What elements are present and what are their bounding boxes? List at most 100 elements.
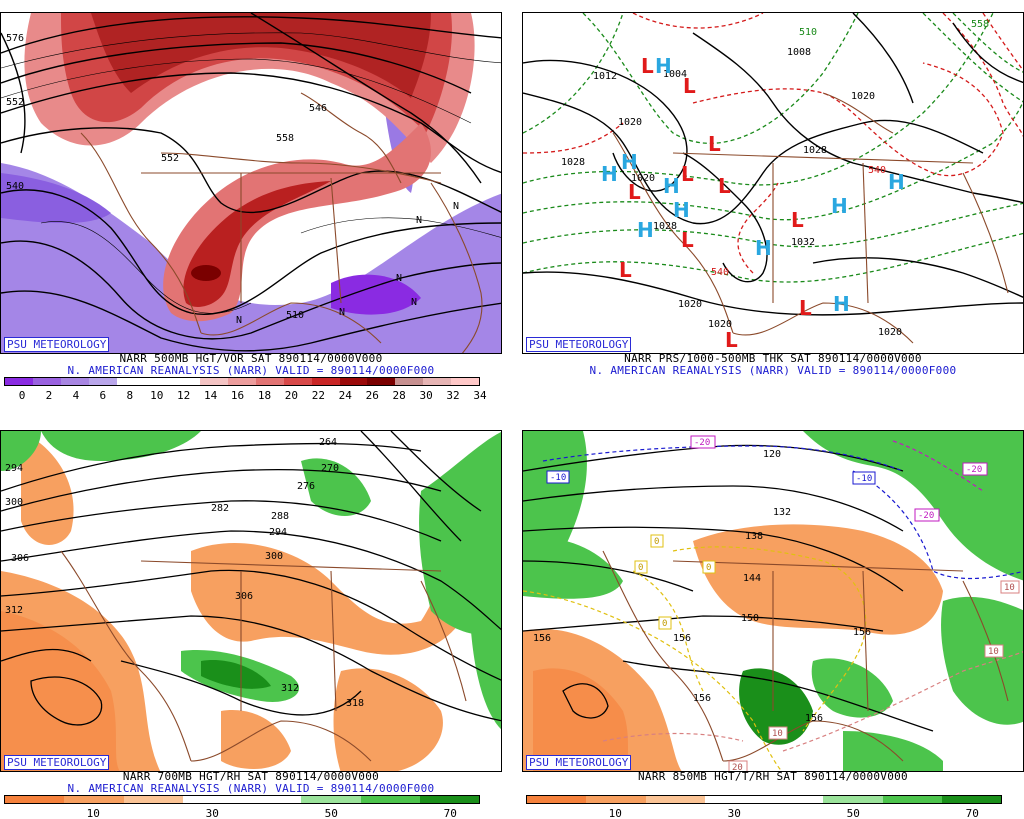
colorbar-swatch: [5, 378, 33, 385]
map-850mb: 120 132 138 144 150 156 156 156 156 156 …: [522, 430, 1024, 772]
colorbar-tick-label: 6: [99, 389, 107, 400]
height-label: 156: [853, 627, 871, 638]
contour-label: 558: [276, 133, 294, 144]
height-label: 282: [211, 503, 229, 514]
height-label: 306: [11, 553, 29, 564]
thickness-label: 510: [799, 27, 817, 38]
colorbar-swatch: [200, 378, 228, 385]
isobar-label: 1004: [663, 69, 687, 80]
colorbar-tick-label: 50: [324, 807, 338, 818]
isobar-label: 1020: [851, 91, 875, 102]
vorticity-min-marker: N: [396, 273, 402, 284]
high-pressure-marker: H: [755, 236, 772, 260]
rh-colorbar-labels: 1030507090: [4, 807, 480, 818]
colorbar-tick-label: 22: [311, 389, 325, 400]
colorbar-swatch: [116, 378, 145, 385]
psu-meteorology-logo: PSU METEOROLOGY: [4, 337, 110, 352]
temperature-label: -20: [966, 465, 982, 475]
contour-label: 510: [286, 310, 304, 321]
colorbar-tick-label: 70: [965, 807, 979, 818]
low-pressure-marker: L: [791, 208, 804, 232]
height-label: 270: [321, 463, 339, 474]
map-500mb-graphic: 576 546 552 558 540 510 552 N N N N N N: [1, 13, 501, 353]
high-pressure-marker: H: [601, 162, 618, 186]
panel-title: NARR PRS/1000-500MB THK SAT 890114/0000V…: [624, 352, 922, 365]
colorbar-tick-label: 18: [257, 389, 272, 400]
low-pressure-marker: L: [681, 228, 694, 252]
colorbar-tick-label: 10: [150, 389, 164, 400]
colorbar-swatch: [123, 796, 183, 803]
panel-title: NARR 700MB HGT/RH SAT 890114/0000V000: [122, 770, 380, 783]
height-label: 264: [319, 437, 337, 448]
temperature-label: 10: [772, 729, 783, 739]
vorticity-min-marker: N: [236, 315, 242, 326]
colorbar-tick-label: 28: [392, 389, 406, 400]
colorbar-tick-label: 0: [18, 389, 26, 400]
height-label: 132: [773, 507, 791, 518]
colorbar-tick-label: 10: [608, 807, 622, 818]
height-label: 312: [5, 605, 23, 616]
height-label: 312: [281, 683, 299, 694]
low-pressure-marker: L: [683, 74, 696, 98]
colorbar-tick-label: 14: [203, 389, 218, 400]
colorbar-tick-label: 24: [338, 389, 352, 400]
height-label: 156: [693, 693, 711, 704]
colorbar-tick-label: 26: [365, 389, 379, 400]
low-pressure-marker: L: [718, 174, 731, 198]
low-pressure-marker: L: [681, 162, 694, 186]
vorticity-min-marker: N: [416, 215, 422, 226]
low-pressure-marker: L: [725, 328, 738, 352]
colorbar-tick-label: 16: [230, 389, 245, 400]
colorbar-tick-label: 8: [126, 389, 134, 400]
panel-subtitle: N. AMERICAN REANALYSIS (NARR) VALID = 89…: [589, 364, 957, 377]
psu-meteorology-logo: PSU METEOROLOGY: [526, 337, 632, 352]
height-label: 156: [805, 713, 823, 724]
vorticity-colorbar: [4, 377, 480, 386]
height-label: 300: [265, 551, 283, 562]
height-label: 138: [745, 531, 763, 542]
temperature-label: 20: [732, 763, 743, 772]
height-label: 300: [5, 497, 23, 508]
colorbar-swatch: [527, 796, 587, 803]
colorbar-swatch: [423, 378, 451, 385]
panel-title: NARR 500MB HGT/VOR SAT 890114/0000V000: [119, 352, 383, 365]
colorbar-swatch: [823, 796, 883, 803]
high-pressure-marker: H: [673, 198, 690, 222]
colorbar-swatch: [5, 796, 65, 803]
temperature-label: 10: [988, 647, 999, 657]
panel-surface: 1012 1004 1020 1028 1020 1008 1020 1028 …: [522, 0, 1024, 400]
colorbar-swatch: [941, 796, 1001, 803]
colorbar-tick-label: 4: [72, 389, 80, 400]
high-pressure-marker: H: [637, 218, 654, 242]
low-pressure-marker: L: [619, 258, 632, 282]
map-surface-graphic: 1012 1004 1020 1028 1020 1008 1020 1028 …: [523, 13, 1023, 353]
vorticity-min-marker: N: [453, 201, 459, 212]
isobar-label: 1020: [678, 299, 702, 310]
colorbar-swatch: [144, 378, 173, 385]
high-pressure-marker: H: [621, 150, 638, 174]
panel-title: NARR 850MB HGT/T/RH SAT 890114/0000V000: [638, 770, 908, 783]
height-label: 318: [346, 698, 364, 709]
colorbar-tick-label: 34: [473, 389, 487, 400]
colorbar-swatch: [172, 378, 201, 385]
thickness-label: 558: [971, 19, 989, 30]
thickness-label: 540: [711, 267, 729, 278]
low-pressure-marker: L: [628, 180, 641, 204]
psu-meteorology-logo: PSU METEOROLOGY: [526, 755, 632, 770]
thickness-label: 540: [868, 165, 886, 176]
colorbar-swatch: [451, 378, 479, 385]
height-label: 120: [763, 449, 781, 460]
height-label: 294: [269, 527, 287, 538]
low-pressure-marker: L: [708, 132, 721, 156]
colorbar-swatch: [32, 378, 61, 385]
contour-label: 540: [6, 181, 24, 192]
isobar-label: 1020: [708, 319, 732, 330]
map-surface: 1012 1004 1020 1028 1020 1008 1020 1028 …: [522, 12, 1024, 354]
temperature-label: 0: [638, 563, 643, 573]
height-label: 156: [673, 633, 691, 644]
isobar-label: 1028: [653, 221, 677, 232]
height-label: 156: [533, 633, 551, 644]
colorbar-tick-label: 50: [846, 807, 860, 818]
panel-850mb: 120 132 138 144 150 156 156 156 156 156 …: [522, 418, 1024, 818]
colorbar-swatch: [764, 796, 824, 803]
